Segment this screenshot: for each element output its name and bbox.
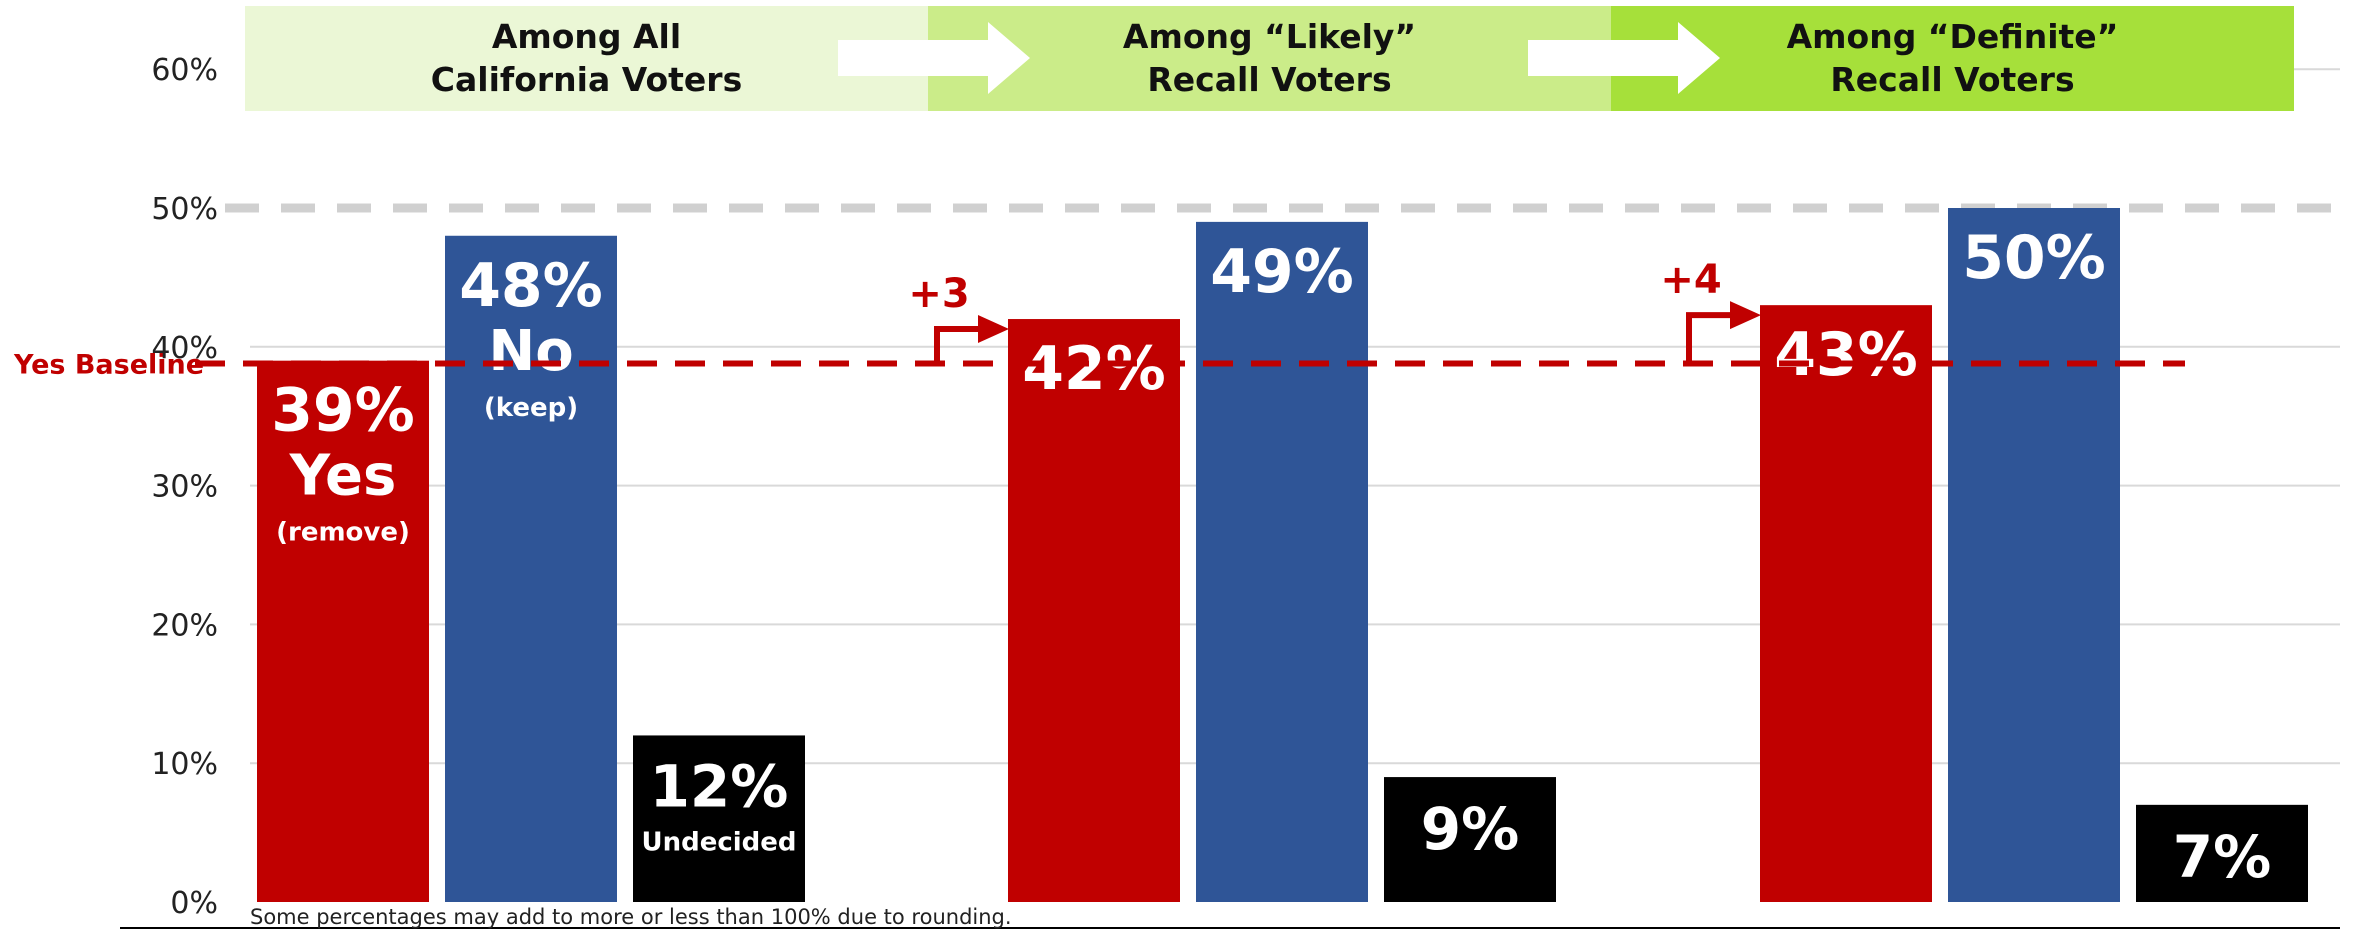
bar-caption: Undecided [641,827,796,857]
bar [1948,208,2120,902]
header-line2: Recall Voters [1830,60,2074,99]
bar-caption: Yes [289,444,397,509]
data-label: 48% [459,251,603,321]
delta-arrowhead-icon [1730,301,1761,330]
bar [633,735,805,902]
y-tick-label: 50% [151,192,218,227]
y-tick-label: 40% [151,331,218,366]
data-label: 42% [1022,334,1166,404]
y-tick-label: 20% [151,608,218,643]
y-tick-label: 30% [151,470,218,505]
header-band-3 [1611,6,2294,111]
bar [2136,804,2308,902]
bar [445,235,617,902]
y-tick-label: 0% [170,886,218,921]
delta-label: +4 [1660,257,1721,303]
data-label: 49% [1210,237,1354,307]
bar-caption: No [488,319,573,384]
group-headers: Among All California Voters Among “Likely”… [245,6,2294,111]
data-label: 50% [1962,223,2106,293]
y-tick-label: 10% [151,747,218,782]
y-axis: 0% 10% 20% 30% 40% 50% 60% [120,53,2340,929]
yes-baseline-label: Yes Baseline [13,349,204,380]
header-arrow-icon [1528,22,1720,94]
data-label: 43% [1774,320,1918,390]
header-band-1 [245,6,928,111]
delta-arrow-icon [934,326,982,364]
header-line1: Among “Likely” [1123,17,1416,56]
header-band-2 [928,6,1611,111]
data-label: 7% [2173,823,2271,891]
y-tick-label: 60% [151,53,218,88]
bar [257,360,429,902]
bar-caption-sub: (keep) [484,393,578,423]
bar [1196,221,1368,902]
data-label: 39% [271,376,415,446]
annotations: Yes Baseline +3 +4 [13,257,2185,380]
bar [1008,319,1180,902]
header-line2: Recall Voters [1147,60,1391,99]
delta-arrow-icon [1686,312,1734,364]
bar [1760,305,1932,902]
data-label: 9% [1421,795,1519,863]
delta-label: +3 [908,271,969,317]
bars: 39%Yes (remove) 42% 43% 48%No (keep) 49% 50% 12%… [257,208,2308,902]
bar-caption-sub: (remove) [276,518,410,548]
header-line2: California Voters [431,60,742,99]
bar [1384,777,1556,902]
header-arrow-icon [838,22,1030,94]
header-line1: Among All [492,17,681,56]
header-line1: Among “Definite” [1787,17,2119,56]
data-label: 12% [650,752,789,820]
delta-arrowhead-icon [978,315,1009,344]
footnote: Some percentages may add to more or less… [250,905,1012,929]
